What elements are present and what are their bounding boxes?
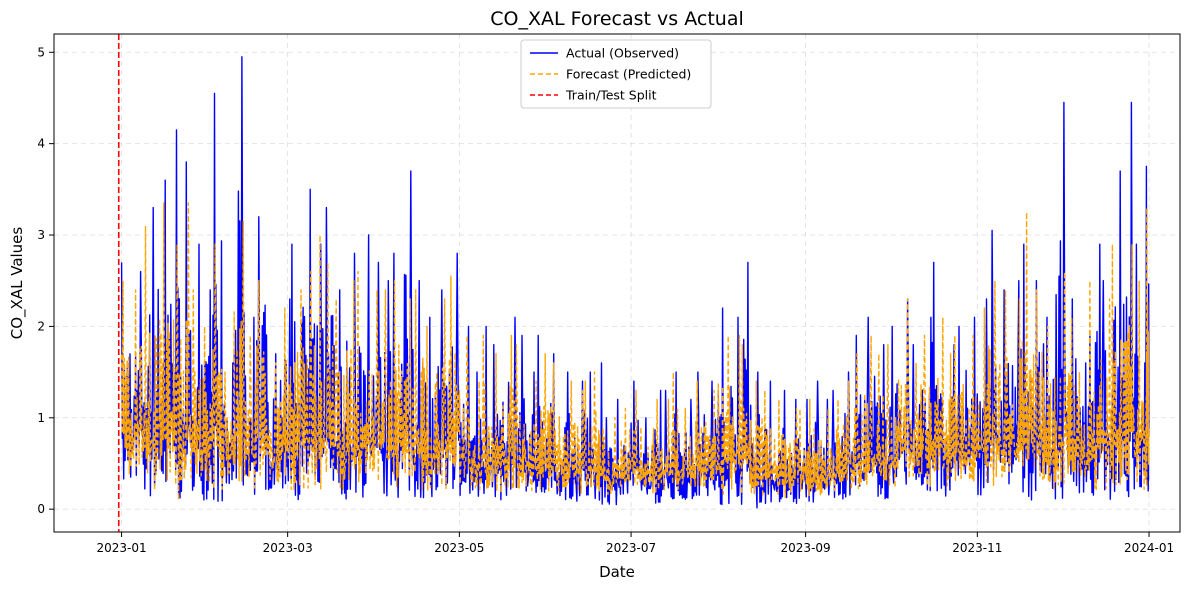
legend: Actual (Observed) Forecast (Predicted) Tra… (520, 39, 712, 109)
x-tick-label: 2023-09 (781, 541, 831, 555)
x-tick-label: 2023-03 (263, 541, 313, 555)
x-axis-label: Date (599, 563, 635, 581)
y-tick-label: 1 (37, 411, 45, 425)
plot-frame (53, 33, 1181, 533)
chart-title: CO_XAL Forecast vs Actual (490, 8, 744, 30)
y-tick-label: 5 (37, 45, 45, 59)
legend-label: Forecast (Predicted) (566, 67, 691, 82)
y-axis-label: CO_XAL Values (8, 227, 27, 340)
x-tick-label: 2024-01 (1124, 541, 1174, 555)
legend-box (520, 39, 712, 109)
y-tick-label: 0 (37, 502, 45, 516)
series-line-forecast (120, 202, 1150, 501)
series-layer (120, 56, 1150, 509)
y-tick-label: 3 (37, 228, 45, 242)
legend-label: Train/Test Split (565, 88, 657, 103)
x-tick-label: 2023-11 (952, 541, 1002, 555)
x-axis-ticks: 2023-01 2023-03 2023-05 2023-07 2023-09 2023-… (96, 532, 1174, 555)
x-tick-label: 2023-01 (96, 541, 146, 555)
x-tick-label: 2023-05 (434, 541, 484, 555)
x-tick-label: 2023-07 (606, 541, 656, 555)
legend-label: Actual (Observed) (566, 46, 679, 61)
y-tick-label: 4 (37, 137, 45, 151)
y-tick-label: 2 (37, 319, 45, 333)
y-axis-ticks: 0 1 2 3 4 5 (37, 45, 54, 516)
